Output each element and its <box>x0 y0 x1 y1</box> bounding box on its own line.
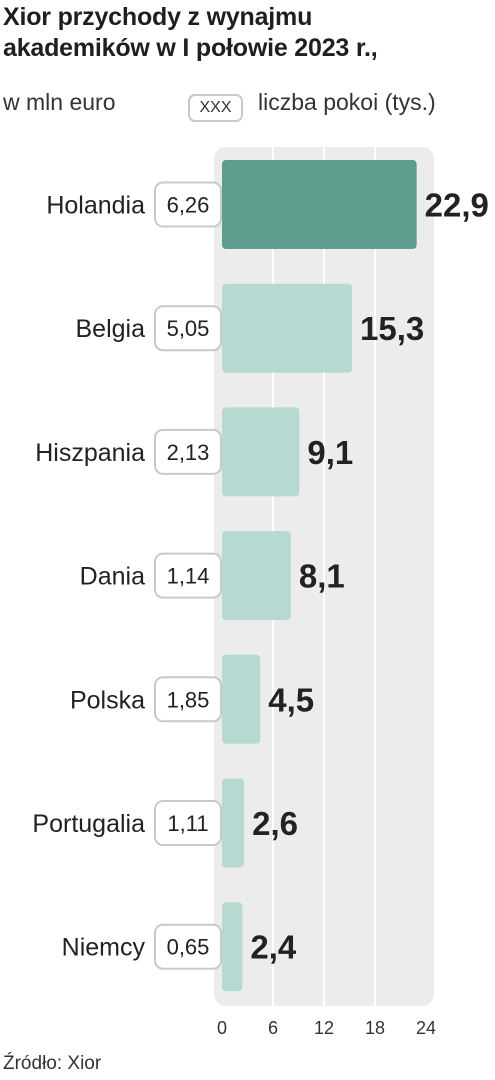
category-label: Polska <box>70 686 145 714</box>
bar <box>222 778 245 868</box>
bar <box>222 902 243 992</box>
category-label: Belgia <box>76 315 146 343</box>
category-label: Dania <box>80 563 145 591</box>
rooms-value: 5,05 <box>167 316 210 341</box>
rooms-box <box>154 428 222 475</box>
rooms-value: 1,14 <box>167 564 210 589</box>
rooms-value: 1,85 <box>167 687 210 712</box>
value-label: 9,1 <box>307 434 353 471</box>
chart-title: Xior przychody z wynajmu akademików w I … <box>3 3 378 62</box>
rooms-value: 0,65 <box>167 935 210 960</box>
value-label: 8,1 <box>299 558 345 595</box>
source-note: Źródło: Xior <box>3 1053 102 1074</box>
rooms-value: 1,11 <box>167 811 208 836</box>
rooms-box <box>154 305 222 352</box>
bar <box>222 654 261 744</box>
category-label: Portugalia <box>32 810 145 838</box>
value-label: 2,6 <box>252 805 298 842</box>
bar <box>222 160 417 249</box>
rooms-box <box>154 181 222 228</box>
category-label: Niemcy <box>62 934 146 962</box>
legend-rooms-label: liczba pokoi (tys.) <box>258 89 436 115</box>
value-label: 2,4 <box>250 929 297 966</box>
category-label: Hiszpania <box>35 439 145 467</box>
rooms-value: 6,26 <box>167 193 210 218</box>
legend-rooms-box: XXX <box>188 94 243 122</box>
x-tick-label: 12 <box>314 1018 334 1038</box>
x-tick-label: 0 <box>217 1018 227 1038</box>
rooms-box <box>154 923 222 970</box>
value-label: 15,3 <box>360 310 424 347</box>
bar <box>222 283 353 373</box>
bar <box>222 407 300 497</box>
rooms-box <box>154 676 222 723</box>
bar <box>222 531 291 621</box>
category-label: Holandia <box>46 192 145 220</box>
x-tick-label: 24 <box>416 1018 436 1038</box>
x-tick-label: 18 <box>365 1018 385 1038</box>
value-label: 22,9 <box>425 187 489 224</box>
bar-chart: Holandia 6,26 22,9 Belgia 5,05 15,3 Hiszpania 2… <box>32 147 489 1038</box>
x-tick-label: 6 <box>268 1018 278 1038</box>
unit-label: w mln euro <box>3 89 116 115</box>
rooms-value: 2,13 <box>167 440 210 465</box>
value-label: 4,5 <box>268 681 314 718</box>
rooms-box <box>154 800 222 846</box>
rooms-box <box>154 552 222 599</box>
